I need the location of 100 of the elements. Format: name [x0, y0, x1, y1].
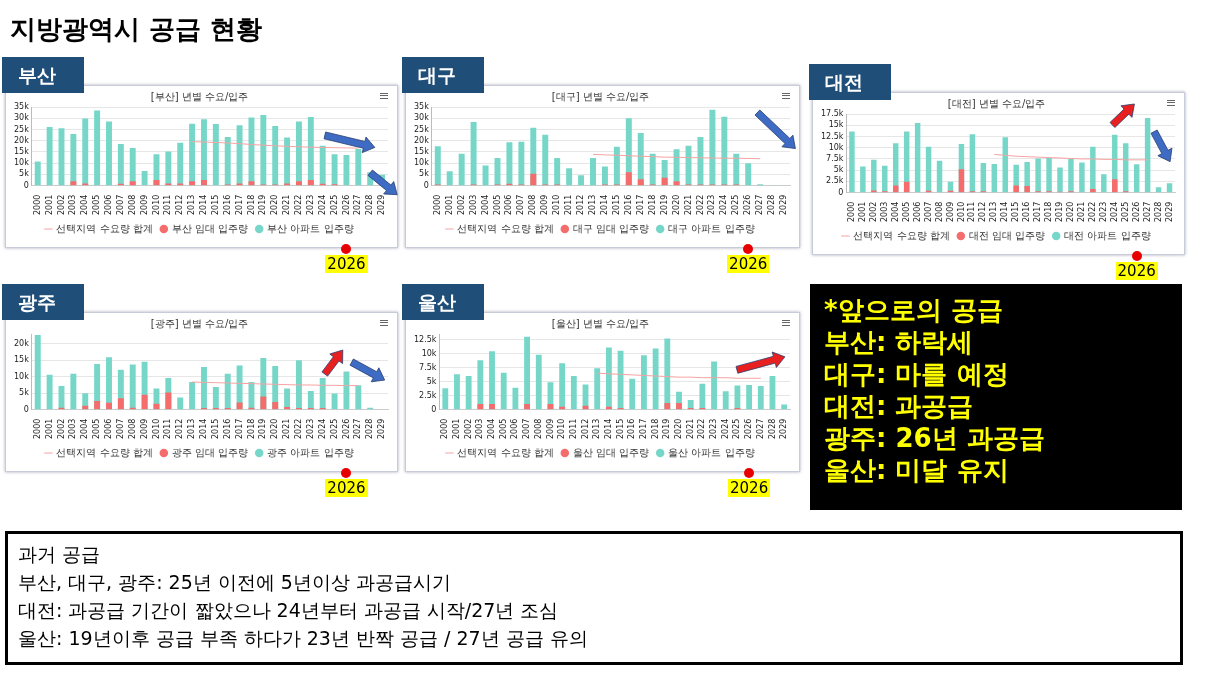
y-tick-label: 10k: [421, 348, 437, 358]
x-tick-label: 2019: [659, 194, 669, 215]
x-tick-label: 2029: [779, 194, 789, 215]
x-tick-label: 2021: [1076, 201, 1086, 222]
x-tick-label: 2022: [697, 418, 707, 439]
x-tick-label: 2022: [1087, 201, 1097, 222]
bar: [980, 162, 987, 193]
x-tick-label: 2021: [685, 418, 695, 439]
chart-title: 대전: [809, 64, 891, 100]
bar: [106, 402, 112, 410]
bar: [307, 390, 314, 410]
y-tick-label: 12.5k: [820, 131, 844, 141]
x-tick-label: 2007: [115, 194, 125, 215]
bar: [295, 181, 302, 186]
text: 대구: 마를 예정: [824, 358, 1010, 390]
y-tick-label: 0: [838, 187, 844, 197]
bar: [284, 407, 291, 410]
x-tick-label: 2005: [498, 418, 508, 439]
bar: [1144, 118, 1151, 193]
bar: [590, 158, 596, 186]
x-tick-label: 2014: [603, 418, 613, 439]
bar: [1079, 162, 1085, 193]
x-tick-label: 2003: [475, 418, 485, 439]
y-tick-label: 30k: [14, 113, 30, 123]
chart-title: 광주: [2, 284, 84, 320]
bar: [699, 383, 706, 410]
x-tick-label: 2027: [353, 194, 363, 215]
bar: [94, 110, 101, 186]
bar: [1057, 167, 1063, 193]
x-tick-label: 2014: [1000, 201, 1010, 222]
x-tick-label: 2015: [210, 418, 220, 439]
x-tick-label: 2008: [533, 418, 543, 439]
x-tick-label: 2018: [650, 418, 660, 439]
x-tick-label: 2001: [452, 418, 462, 439]
bar: [871, 159, 877, 193]
x-tick-label: 2015: [1011, 201, 1021, 222]
x-tick-label: 2018: [246, 194, 256, 215]
chart-subtitle: [부산] 년별 수요/입주: [150, 90, 249, 102]
y-tick-label: 0: [431, 404, 437, 414]
x-tick-label: 2000: [847, 201, 856, 222]
x-tick-label: 2013: [989, 201, 999, 222]
bar: [605, 406, 612, 410]
text: 과거 공급: [18, 542, 102, 567]
y-tick-label: 5k: [833, 165, 844, 175]
x-tick-label: 2019: [258, 194, 268, 215]
x-tick-label: 2011: [163, 418, 173, 439]
bar: [46, 374, 53, 410]
x-tick-label: 2011: [564, 194, 574, 215]
bar: [470, 122, 477, 186]
y-tick-label: 5k: [19, 169, 30, 179]
x-tick-label: 2010: [151, 418, 161, 439]
bar: [189, 382, 196, 410]
y-tick-label: 30k: [414, 113, 430, 123]
legend-label: 선택지역 수요량 합계: [457, 446, 554, 458]
bar: [177, 397, 184, 410]
bar: [711, 361, 717, 410]
legend-label: 대구 임대 입주량: [572, 222, 650, 234]
x-tick-label: 2025: [1120, 201, 1130, 222]
bar: [70, 373, 77, 410]
bar: [1024, 185, 1030, 193]
x-tick-label: 2003: [68, 418, 78, 439]
y-tick-label: 10k: [14, 158, 30, 168]
x-tick-label: 2028: [1153, 201, 1163, 222]
bar: [248, 181, 255, 186]
bar: [661, 177, 668, 186]
x-tick-label: 2004: [80, 418, 90, 439]
x-tick-label: 2000: [32, 194, 42, 215]
x-tick-label: 2017: [234, 418, 244, 439]
bar: [566, 168, 573, 186]
x-tick-label: 2023: [709, 418, 719, 439]
bar: [94, 401, 101, 410]
bar: [343, 155, 350, 186]
x-tick-label: 2025: [732, 418, 742, 439]
x-tick-label: 2013: [187, 418, 197, 439]
legend-label: 선택지역 수요량 합계: [853, 229, 950, 241]
x-tick-label: 2017: [635, 194, 645, 215]
bar: [260, 115, 267, 186]
bar: [141, 394, 148, 410]
bar: [535, 354, 542, 410]
bar: [165, 392, 172, 410]
x-tick-label: 2017: [1033, 201, 1043, 222]
chart-title: 대구: [402, 57, 484, 93]
bar: [1035, 158, 1041, 193]
bar: [201, 180, 207, 186]
x-tick-label: 2005: [492, 194, 502, 215]
bar: [272, 126, 279, 186]
x-tick-label: 2020: [270, 418, 280, 439]
text: 대전: 과공급 기간이 짧았으나 24년부터 과공급 시작/27년 조심: [18, 598, 560, 623]
y-tick-label: 35k: [414, 102, 430, 112]
x-tick-label: 2016: [222, 418, 232, 439]
x-tick-label: 2011: [568, 418, 578, 439]
bar: [709, 109, 716, 186]
x-tick-label: 2006: [510, 418, 520, 439]
x-tick-label: 2023: [1098, 201, 1108, 222]
x-tick-label: 2015: [615, 418, 625, 439]
y-tick-label: 10k: [414, 158, 430, 168]
x-tick-label: 2006: [104, 194, 114, 215]
x-tick-label: 2013: [588, 194, 598, 215]
x-tick-label: 2010: [557, 418, 567, 439]
bar: [129, 364, 136, 410]
